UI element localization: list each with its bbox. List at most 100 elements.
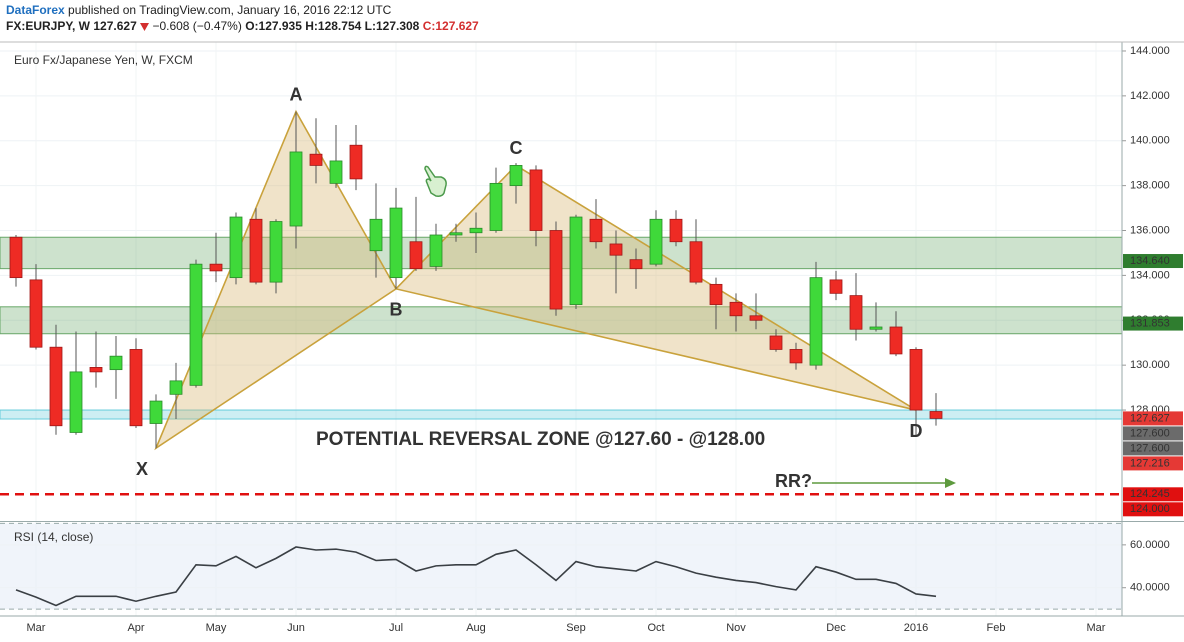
rsi-band [0, 523, 1122, 610]
x-tick-label: 2016 [904, 622, 928, 634]
x-tick-label: Oct [647, 622, 664, 634]
candle-body [549, 230, 563, 310]
change: −0.608 (−0.47%) [152, 19, 242, 33]
down-icon [140, 22, 150, 31]
candle-body [89, 366, 103, 373]
price-badge [1123, 316, 1183, 331]
pattern-label: A [290, 84, 303, 104]
pane-title: Euro Fx/Japanese Yen, W, FXCM [14, 53, 193, 67]
x-tick-label: Mar [27, 622, 46, 634]
candle-body [469, 227, 483, 234]
candle-body [69, 371, 83, 433]
candle-body [209, 263, 223, 272]
y-tick-label: 144.000 [1130, 45, 1170, 57]
price-badge [1123, 411, 1183, 426]
candle-body [149, 400, 163, 424]
price-badge [1123, 426, 1183, 441]
x-tick-label: Jun [287, 622, 305, 634]
high: H:128.754 [305, 19, 362, 33]
price-badge-label: 131.853 [1130, 317, 1170, 329]
candle-body [929, 411, 943, 419]
candle-body [369, 218, 383, 252]
price-badge-label: 134.640 [1130, 255, 1170, 267]
pattern-label: C [510, 138, 523, 158]
candle-body [229, 216, 243, 279]
candle-body [449, 232, 463, 236]
price-badge [1123, 254, 1183, 269]
candle-body [849, 295, 863, 330]
zone [0, 306, 1123, 335]
y-tick-label: 40.0000 [1130, 582, 1170, 594]
candle-body [589, 218, 603, 243]
candle-body [189, 263, 203, 386]
candle-body [609, 243, 623, 256]
price-badge [1123, 441, 1183, 456]
candle-body [409, 241, 423, 270]
y-tick-label: 142.000 [1130, 90, 1170, 102]
rr-arrowhead [945, 478, 956, 488]
hand-icon [424, 165, 447, 197]
pattern-label: B [390, 300, 403, 320]
x-tick-label: Apr [127, 622, 144, 634]
x-tick-label: Feb [987, 622, 1006, 634]
candle-body [629, 259, 643, 270]
price: 127.627 [93, 19, 137, 33]
y-tick-label: 136.000 [1130, 224, 1170, 236]
y-tick-label: 130.000 [1130, 359, 1170, 371]
candle-body [389, 207, 403, 279]
price-badge [1123, 502, 1183, 517]
candle-body [9, 236, 23, 279]
candle-body [769, 335, 783, 350]
price-badge-label: 124.000 [1130, 503, 1170, 515]
candle-body [249, 218, 263, 283]
y-tick-label: 134.000 [1130, 269, 1170, 281]
publisher: DataForex [6, 3, 65, 17]
rsi-line [15, 546, 937, 607]
price-badge [1123, 487, 1183, 502]
candle-body [669, 218, 683, 243]
candle-body [569, 216, 583, 305]
candle-body [889, 326, 903, 355]
header: DataForex published on TradingView.com, … [6, 2, 479, 34]
candle-body [109, 355, 123, 371]
rr-annotation: RR? [775, 471, 812, 491]
candle-body [509, 165, 523, 187]
candle-body [349, 144, 363, 180]
low: L:127.308 [364, 19, 420, 33]
candle-body [909, 349, 923, 411]
candle-body [329, 160, 343, 184]
price-badge-label: 124.245 [1130, 488, 1170, 500]
x-tick-label: Dec [826, 622, 846, 634]
candle-body [729, 301, 743, 317]
candle-body [829, 279, 843, 294]
symbol-line: FX:EURJPY, W 127.627 −0.608 (−0.47%) O:1… [6, 18, 479, 34]
candle-body [169, 380, 183, 395]
published: published on TradingView.com, January 16… [68, 3, 392, 17]
price-badge-label: 127.216 [1130, 457, 1170, 469]
prz-annotation: POTENTIAL REVERSAL ZONE @127.60 - @128.0… [316, 429, 765, 450]
candle-body [709, 283, 723, 305]
pattern-label: D [910, 421, 923, 441]
candle-body [289, 151, 303, 227]
candle-body [309, 153, 323, 166]
x-tick-label: Nov [726, 622, 746, 634]
candle-body [689, 241, 703, 283]
candle-body [429, 234, 443, 267]
close: C:127.627 [422, 19, 479, 33]
candle-body [29, 279, 43, 348]
symbol: FX:EURJPY, W [6, 19, 91, 33]
candle-body [529, 169, 543, 231]
price-badge-label: 127.600 [1130, 442, 1170, 454]
pattern-label: X [136, 459, 148, 479]
x-tick-label: May [206, 622, 227, 634]
candle-body [749, 315, 763, 321]
candle-body [129, 349, 143, 427]
price-badge [1123, 456, 1183, 471]
candle-body [49, 346, 63, 427]
x-tick-label: Mar [1087, 622, 1106, 634]
y-tick-label: 138.000 [1130, 180, 1170, 192]
candle-body [489, 182, 503, 231]
x-tick-label: Sep [566, 622, 586, 634]
